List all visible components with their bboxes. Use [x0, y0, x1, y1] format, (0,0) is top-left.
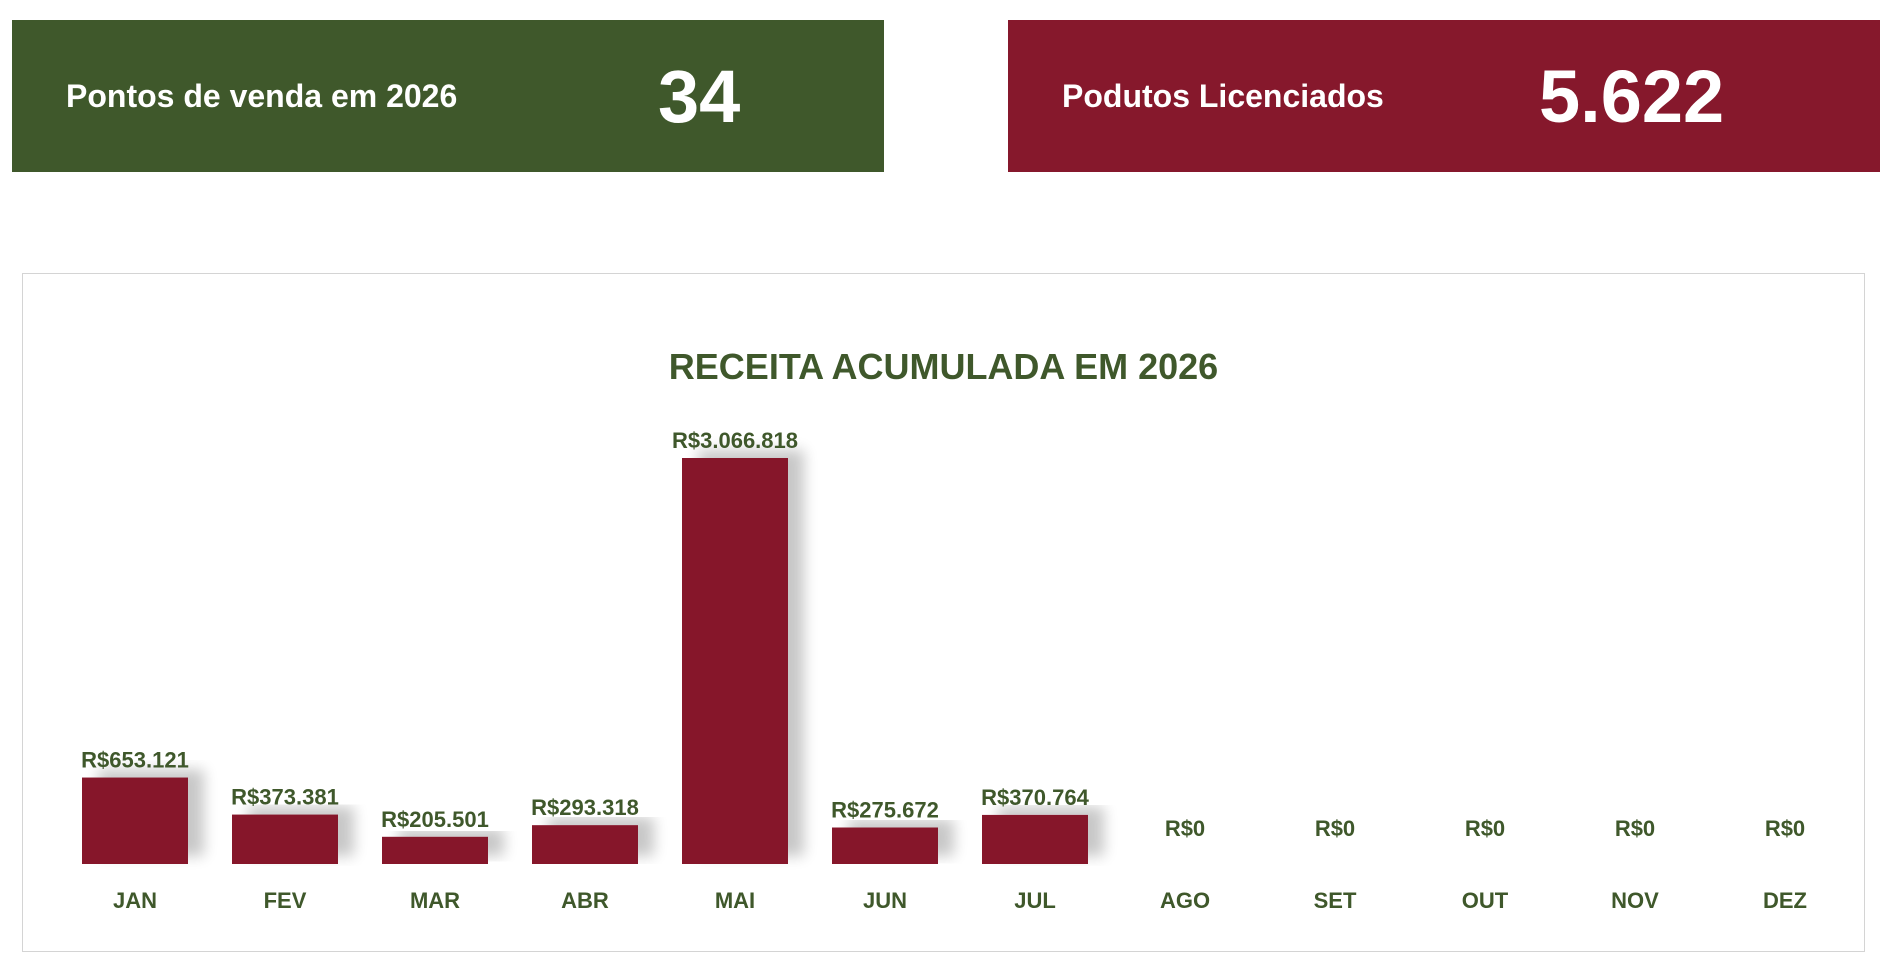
x-tick-nov: NOV — [1611, 888, 1659, 913]
kpi-label: Podutos Licenciados — [1062, 77, 1384, 114]
revenue-chart-panel: RECEITA ACUMULADA EM 2026 R$653.121 R$373… — [22, 273, 1865, 952]
chart-title: RECEITA ACUMULADA EM 2026 — [668, 346, 1219, 387]
bar-jun — [832, 827, 938, 864]
kpi-card-pontos-de-venda: Pontos de venda em 2026 34 — [12, 20, 884, 172]
data-label-jul: R$370.764 — [981, 785, 1089, 810]
x-tick-out: OUT — [1462, 888, 1509, 913]
data-label-jan: R$653.121 — [81, 748, 189, 773]
data-label-abr: R$293.318 — [531, 795, 639, 820]
kpi-label: Pontos de venda em 2026 — [66, 77, 458, 114]
bars-group — [82, 458, 1088, 864]
x-tick-abr: ABR — [561, 888, 609, 913]
kpi-value: 34 — [658, 54, 741, 138]
x-tick-dez: DEZ — [1763, 888, 1807, 913]
x-tick-ago: AGO — [1160, 888, 1210, 913]
data-label-set: R$0 — [1315, 816, 1355, 841]
data-label-out: R$0 — [1465, 816, 1505, 841]
data-label-ago: R$0 — [1165, 816, 1205, 841]
bar-mai — [682, 458, 788, 864]
x-tick-set: SET — [1314, 888, 1357, 913]
kpi-value: 5.622 — [1539, 54, 1725, 138]
bar-jul — [982, 814, 1088, 864]
revenue-bar-chart: R$653.121 R$373.381 R$205.501 R$293.318 R$3.… — [81, 428, 1807, 913]
data-label-jun: R$275.672 — [831, 798, 939, 823]
x-axis-ticks-group: JAN FEV MAR ABR MAI JUN JUL AGO SET OUT NOV DEZ — [113, 888, 1807, 913]
bar-fev — [232, 814, 338, 864]
bar-mar — [382, 836, 488, 864]
bar-jan — [82, 777, 188, 864]
x-tick-fev: FEV — [264, 888, 307, 913]
data-label-mar: R$205.501 — [381, 807, 489, 832]
x-tick-jun: JUN — [863, 888, 907, 913]
data-labels-group: R$653.121 R$373.381 R$205.501 R$293.318 R$3.… — [81, 428, 1805, 841]
x-tick-mai: MAI — [715, 888, 755, 913]
data-label-nov: R$0 — [1615, 816, 1655, 841]
bar-abr — [532, 825, 638, 864]
x-tick-mar: MAR — [410, 888, 460, 913]
x-tick-jul: JUL — [1014, 888, 1056, 913]
data-label-mai: R$3.066.818 — [672, 428, 798, 453]
data-label-dez: R$0 — [1765, 816, 1805, 841]
data-label-fev: R$373.381 — [231, 785, 339, 810]
kpi-card-produtos-licenciados: Podutos Licenciados 5.622 — [1008, 20, 1880, 172]
x-tick-jan: JAN — [113, 888, 157, 913]
